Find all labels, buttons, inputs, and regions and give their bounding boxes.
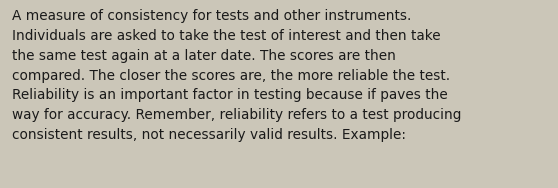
Text: A measure of consistency for tests and other instruments.
Individuals are asked : A measure of consistency for tests and o… [12, 9, 461, 142]
